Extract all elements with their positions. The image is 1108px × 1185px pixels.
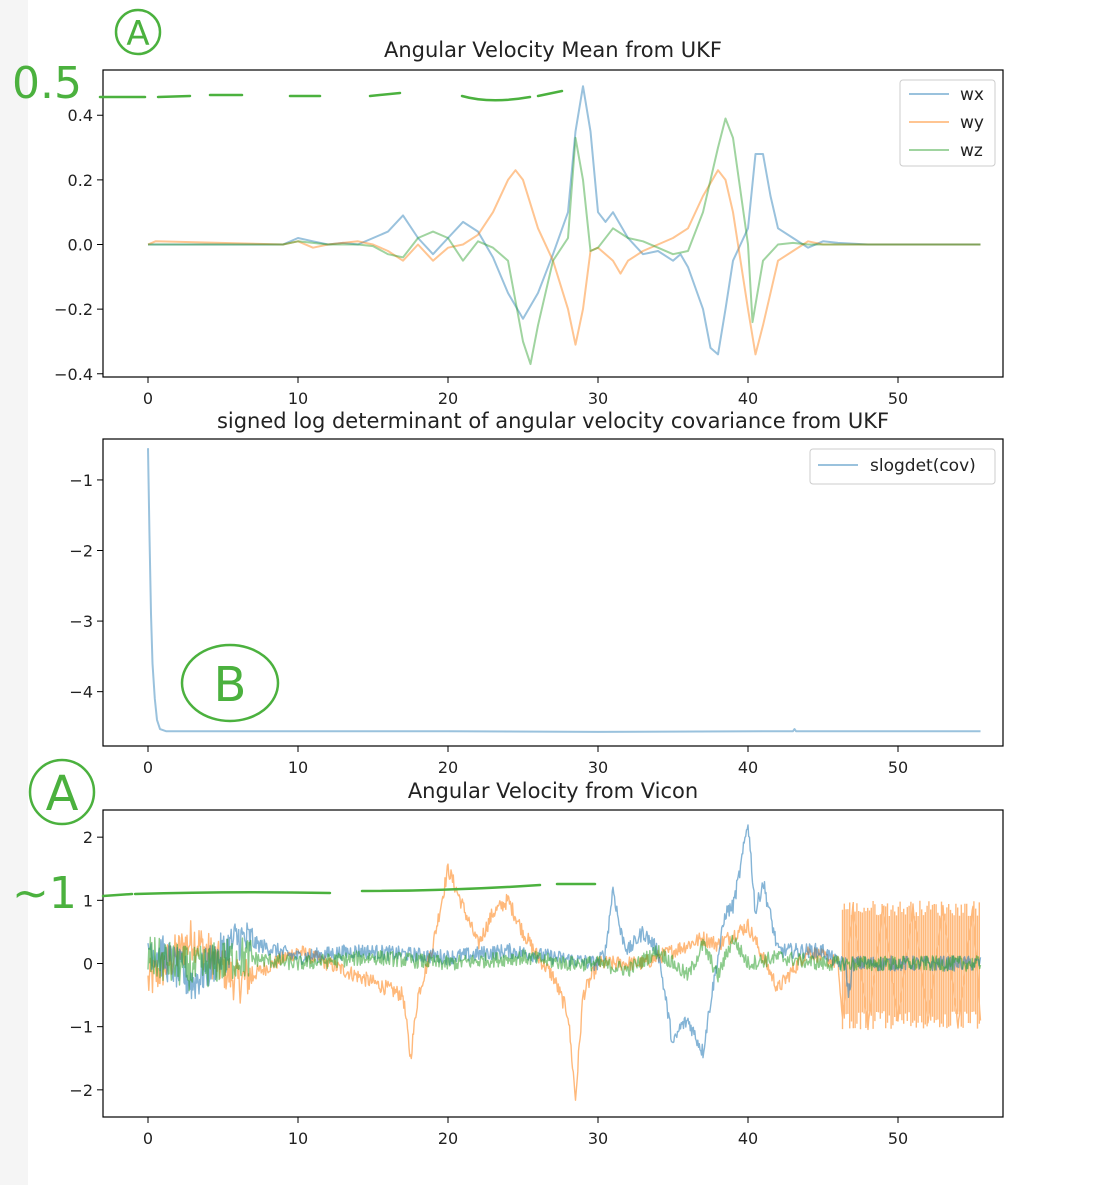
annotation-dashed-line-0-5 [98,89,564,102]
x-tick-label: 10 [288,1129,308,1148]
chart-vicon: Angular Velocity from Vicon 0 10 20 30 40 502… [69,779,1004,1148]
x-tick-label: 20 [438,389,458,408]
annotation-circle-b [180,643,280,723]
tick-group: 0 10 20 30 40 50 −1 −2 −3 −4 [69,471,908,777]
x-tick-label: 50 [888,758,908,777]
x-tick-label: 40 [738,1129,758,1148]
legend-box [809,448,996,485]
legend-label-wy: wy [960,113,984,133]
legend-label-wz: wz [960,141,983,161]
series-line-series-2 [147,934,982,992]
legend-box [899,79,996,167]
series-line-slogdetcov [147,448,981,733]
y-tick-label: −0.4 [54,365,93,384]
x-tick-label: 30 [588,758,608,777]
y-tick-label: 0.0 [68,236,93,255]
series-line-wx [148,85,981,356]
x-tick-label: 40 [738,758,758,777]
series-group [147,448,981,733]
annotation-circle-a-top [114,8,162,56]
annotation-approx-1: ~1 [12,868,77,919]
y-tick-label: 1 [83,891,93,910]
chart-title: Angular Velocity Mean from UKF [384,38,722,62]
axes-frame [102,438,1004,747]
series-group [147,85,981,366]
annotation-a-top: A [126,14,149,54]
series-line-series-0 [147,863,982,1101]
y-tick-label: −2 [69,1081,93,1100]
y-tick-label: −0.2 [54,300,93,319]
annotation-line-approx-1 [101,882,597,898]
x-tick-label: 10 [288,758,308,777]
y-tick-label: −2 [69,542,93,561]
axes-frame [102,69,1004,378]
y-tick-label: 0.4 [68,106,93,125]
x-tick-label: 50 [888,389,908,408]
legend: slogdet(cov) [809,448,996,485]
y-tick-label: −3 [69,612,93,631]
x-tick-label: 20 [438,758,458,777]
annotation-circle-a-bottom [28,758,96,826]
x-tick-label: 10 [288,389,308,408]
y-tick-label: 0.2 [68,171,93,190]
axes-frame [102,809,1004,1118]
y-tick-label: 2 [83,828,93,847]
chart-title: Angular Velocity from Vicon [408,779,698,803]
chart-title: signed log determinant of angular veloci… [217,409,889,433]
series-line-wz [148,117,981,366]
y-tick-label: 0 [83,955,93,974]
chart-ukf-mean: Angular Velocity Mean from UKF 0 10 20 30 40… [54,38,1004,408]
tick-group: 0 10 20 30 40 50 0.4 0.2 0.0 −0.2 −0.4 [54,106,908,408]
x-tick-label: 40 [738,389,758,408]
x-tick-label: 0 [143,758,153,777]
handwritten-annotations: A 0.5 B A ~1 [12,8,597,919]
x-tick-label: 0 [143,389,153,408]
x-tick-label: 20 [438,1129,458,1148]
y-tick-label: −1 [69,471,93,490]
x-tick-label: 30 [588,1129,608,1148]
annotation-0-5: 0.5 [12,58,82,109]
legend-label-wx: wx [960,85,984,105]
left-margin-strip [0,0,28,1185]
y-tick-label: −1 [69,1018,93,1037]
annotation-a-bottom: A [46,766,79,822]
chart-slogdet: signed log determinant of angular veloci… [69,409,1004,777]
legend: wx wy wz [899,79,996,167]
series-group [147,824,982,1101]
legend-label-slogdet: slogdet(cov) [870,456,976,476]
x-tick-label: 0 [143,1129,153,1148]
y-tick-label: −4 [69,683,93,702]
series-line-wy [147,169,981,356]
x-tick-label: 50 [888,1129,908,1148]
x-tick-label: 30 [588,389,608,408]
annotation-b: B [214,657,247,713]
